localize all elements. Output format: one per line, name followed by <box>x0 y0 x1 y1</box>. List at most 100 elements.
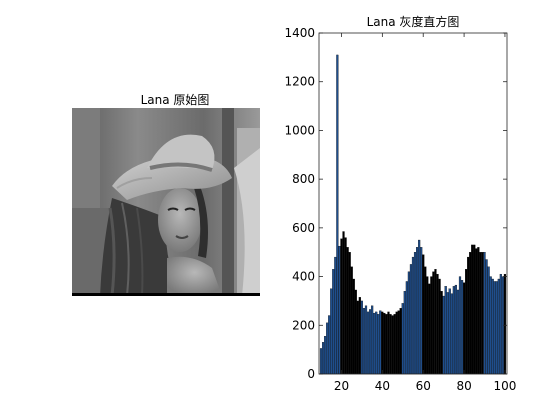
histogram-bar <box>495 281 498 375</box>
histogram-bar <box>483 252 486 375</box>
histogram-bar <box>503 273 507 375</box>
y-tick-label: 1400 <box>284 26 315 40</box>
histogram-bar <box>422 254 425 375</box>
histogram-bar <box>340 238 343 375</box>
histogram-bar <box>342 231 345 375</box>
histogram-bar <box>424 266 427 375</box>
y-tick-label: 1200 <box>284 75 315 89</box>
histogram-bar <box>324 336 327 375</box>
x-tick-label: 100 <box>494 379 517 393</box>
axis-ticks <box>319 32 507 375</box>
histogram-bar <box>381 311 384 375</box>
histogram-bar <box>415 247 419 375</box>
histogram-bar <box>368 309 372 375</box>
lena-original-image <box>72 108 260 296</box>
histogram-bar <box>479 252 482 375</box>
histogram-bar <box>477 247 480 375</box>
y-tick-label: 800 <box>292 172 315 186</box>
histogram-bar <box>336 54 339 375</box>
histogram-bar <box>499 273 502 375</box>
histogram-bar <box>371 305 374 375</box>
histogram-bar <box>379 310 382 375</box>
histogram-bar <box>438 278 441 375</box>
histogram-bar <box>405 281 408 375</box>
plot-area-frame <box>318 32 508 375</box>
histogram-bar <box>460 280 464 375</box>
histogram-bar <box>375 311 378 375</box>
histogram-bar <box>364 305 368 375</box>
histogram-bar <box>430 276 433 375</box>
histogram-bar <box>350 266 353 375</box>
y-tick-label: 400 <box>292 270 315 284</box>
histogram-bar <box>389 314 392 375</box>
histogram-bar <box>411 256 415 375</box>
histogram-bar <box>344 237 347 375</box>
x-tick-label: 20 <box>334 379 349 393</box>
histogram-bar <box>399 308 402 375</box>
histogram-bar <box>420 247 423 375</box>
histogram-bar <box>395 311 398 375</box>
histogram-bar <box>366 311 370 375</box>
histogram-bar <box>434 269 437 375</box>
histogram-bar <box>352 278 355 375</box>
histogram-bar <box>475 248 478 375</box>
histogram-bar <box>397 310 400 375</box>
histogram-bar <box>473 244 476 375</box>
histogram-bar <box>409 264 413 375</box>
histogram-bar <box>373 312 376 375</box>
histogram-bar <box>362 308 366 375</box>
histogram-bar <box>465 269 468 375</box>
histogram-bar <box>393 314 396 375</box>
histogram-bar <box>426 276 429 375</box>
histogram-bar <box>452 286 455 375</box>
histogram-bar <box>383 312 386 375</box>
histogram-bar <box>413 252 417 375</box>
histogram-bar <box>432 271 435 375</box>
histogram-bar <box>458 276 462 375</box>
histogram-bar <box>489 276 492 375</box>
histogram-bar <box>428 283 431 375</box>
histogram-bar <box>387 311 390 375</box>
x-tick-label: 80 <box>456 379 471 393</box>
histogram-bar <box>334 256 337 375</box>
x-tick-label: 40 <box>375 379 390 393</box>
histogram-bar <box>467 256 470 375</box>
y-tick-label: 1000 <box>284 123 315 137</box>
histogram-bar <box>326 322 329 375</box>
histogram-bar <box>338 245 341 375</box>
histogram-bar <box>448 288 451 375</box>
y-tick-label: 0 <box>307 367 315 381</box>
histogram-bar <box>407 271 411 375</box>
histogram-bar <box>348 252 351 375</box>
histogram-bar <box>444 286 447 375</box>
histogram-bar <box>469 252 472 375</box>
histogram-bar <box>418 239 421 375</box>
histogram-bar <box>321 342 325 375</box>
histogram-bar <box>497 278 500 375</box>
histogram-bar <box>485 259 488 375</box>
histogram-bar <box>446 292 449 375</box>
histogram-bars <box>319 54 507 375</box>
histogram-bar <box>358 297 361 375</box>
histogram-bar <box>442 295 445 375</box>
histogram-bar <box>454 284 458 375</box>
histogram-bar <box>328 315 331 375</box>
y-tick-label: 200 <box>292 318 315 332</box>
histogram-bar <box>471 244 474 375</box>
histogram-bar <box>401 303 404 375</box>
histogram-bar <box>330 288 333 375</box>
histogram-bar <box>436 273 439 375</box>
histogram-bar <box>450 293 453 375</box>
histogram-bar <box>354 289 357 375</box>
histogram-bar <box>487 266 490 375</box>
y-tick-label: 600 <box>292 221 315 235</box>
image-title: Lana 原始图 <box>140 93 210 107</box>
histogram-bar <box>346 247 349 375</box>
histogram-bar <box>456 289 460 375</box>
histogram-bar <box>403 291 406 375</box>
histogram-bar <box>360 300 364 375</box>
histogram-bar <box>385 314 388 375</box>
histogram-bar <box>332 269 335 375</box>
